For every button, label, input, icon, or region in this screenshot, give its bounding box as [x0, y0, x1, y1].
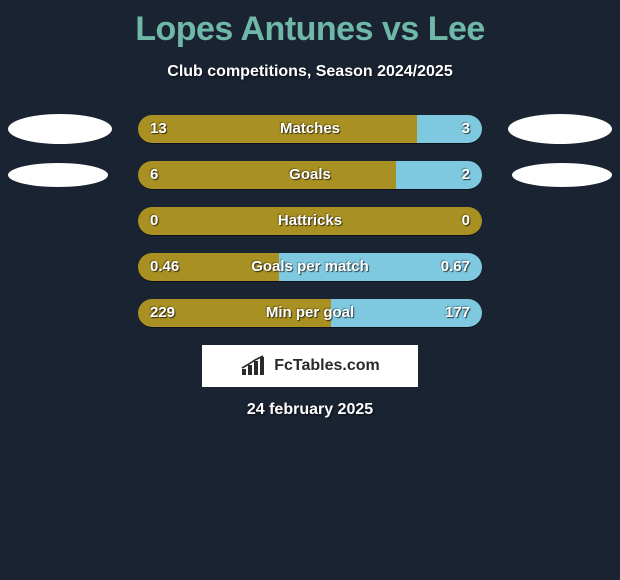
- metric-row: 62Goals: [0, 161, 620, 189]
- metric-row: 229177Min per goal: [0, 299, 620, 327]
- metric-row: 00Hattricks: [0, 207, 620, 235]
- brand-text: FcTables.com: [274, 357, 380, 375]
- subtitle: Club competitions, Season 2024/2025: [0, 63, 620, 81]
- comparison-chart: 133Matches 62Goals 00Hattricks 0.460.67Goal…: [0, 115, 620, 327]
- player-left-marker: [8, 114, 112, 144]
- date-line: 24 february 2025: [0, 401, 620, 419]
- metric-label: Hattricks: [138, 207, 482, 235]
- player-right-marker: [508, 114, 612, 144]
- metric-label: Goals per match: [138, 253, 482, 281]
- page-title: Lopes Antunes vs Lee: [0, 0, 620, 49]
- metric-row: 0.460.67Goals per match: [0, 253, 620, 281]
- metric-row: 133Matches: [0, 115, 620, 143]
- player-right-marker: [512, 163, 612, 187]
- metric-label: Min per goal: [138, 299, 482, 327]
- metric-label: Goals: [138, 161, 482, 189]
- brand-badge: FcTables.com: [202, 345, 418, 387]
- brand-bars-icon: [240, 355, 268, 377]
- comparison-card: Lopes Antunes vs Lee Club competitions, …: [0, 0, 620, 580]
- player-left-marker: [8, 163, 108, 187]
- metric-label: Matches: [138, 115, 482, 143]
